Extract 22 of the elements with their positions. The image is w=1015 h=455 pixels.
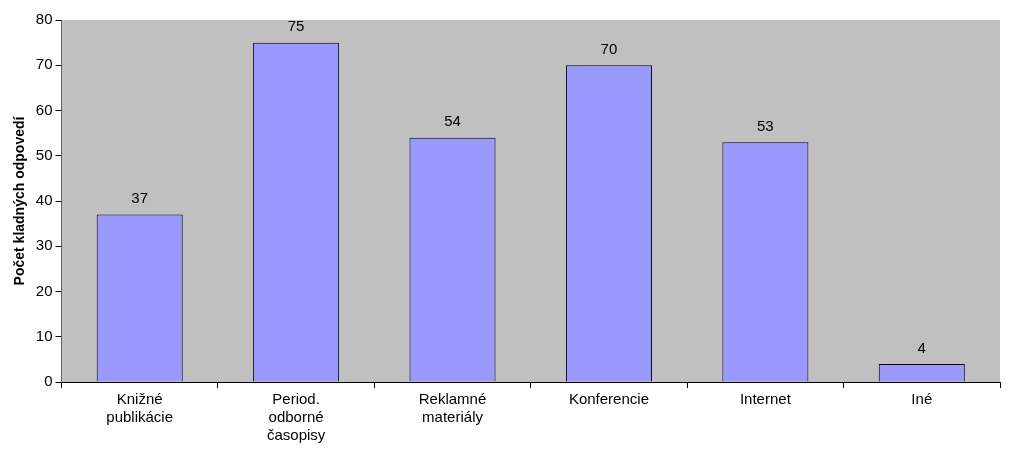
data-label: 70 xyxy=(600,39,618,57)
x-tick-label: Internet xyxy=(739,390,792,408)
data-label: 53 xyxy=(757,116,774,134)
y-tick-label: 10 xyxy=(35,326,53,344)
x-tick-label: Knižné publikácie xyxy=(106,390,174,426)
y-tick-label: 20 xyxy=(35,281,53,299)
data-label: 75 xyxy=(287,17,305,35)
data-label: 54 xyxy=(444,112,461,130)
data-label: 37 xyxy=(131,189,149,207)
y-tick-label: 60 xyxy=(35,100,53,118)
y-tick-label: 40 xyxy=(35,191,53,209)
x-tick-label: Iné xyxy=(911,390,933,408)
y-tick-label: 30 xyxy=(35,236,53,254)
x-tick-label: Reklamné materiály xyxy=(418,390,487,426)
x-tick-label: Period. odborné časopisy xyxy=(266,390,326,444)
data-label: 4 xyxy=(917,338,926,356)
y-tick-label: 0 xyxy=(44,372,53,390)
y-tick-label: 80 xyxy=(35,10,53,28)
y-tick-label: 50 xyxy=(35,145,53,163)
x-tick-label: Konferencie xyxy=(568,390,649,408)
y-axis-title: Počet kladných odpovedí xyxy=(11,115,28,286)
y-tick-label: 70 xyxy=(35,55,53,73)
